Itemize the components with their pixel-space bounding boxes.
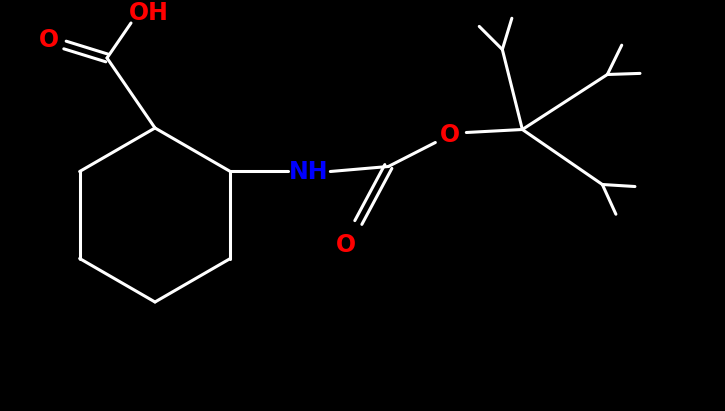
Text: O: O <box>39 28 59 52</box>
Text: O: O <box>440 122 460 146</box>
Text: NH: NH <box>289 159 328 183</box>
Text: O: O <box>336 233 357 256</box>
Text: OH: OH <box>129 1 169 25</box>
